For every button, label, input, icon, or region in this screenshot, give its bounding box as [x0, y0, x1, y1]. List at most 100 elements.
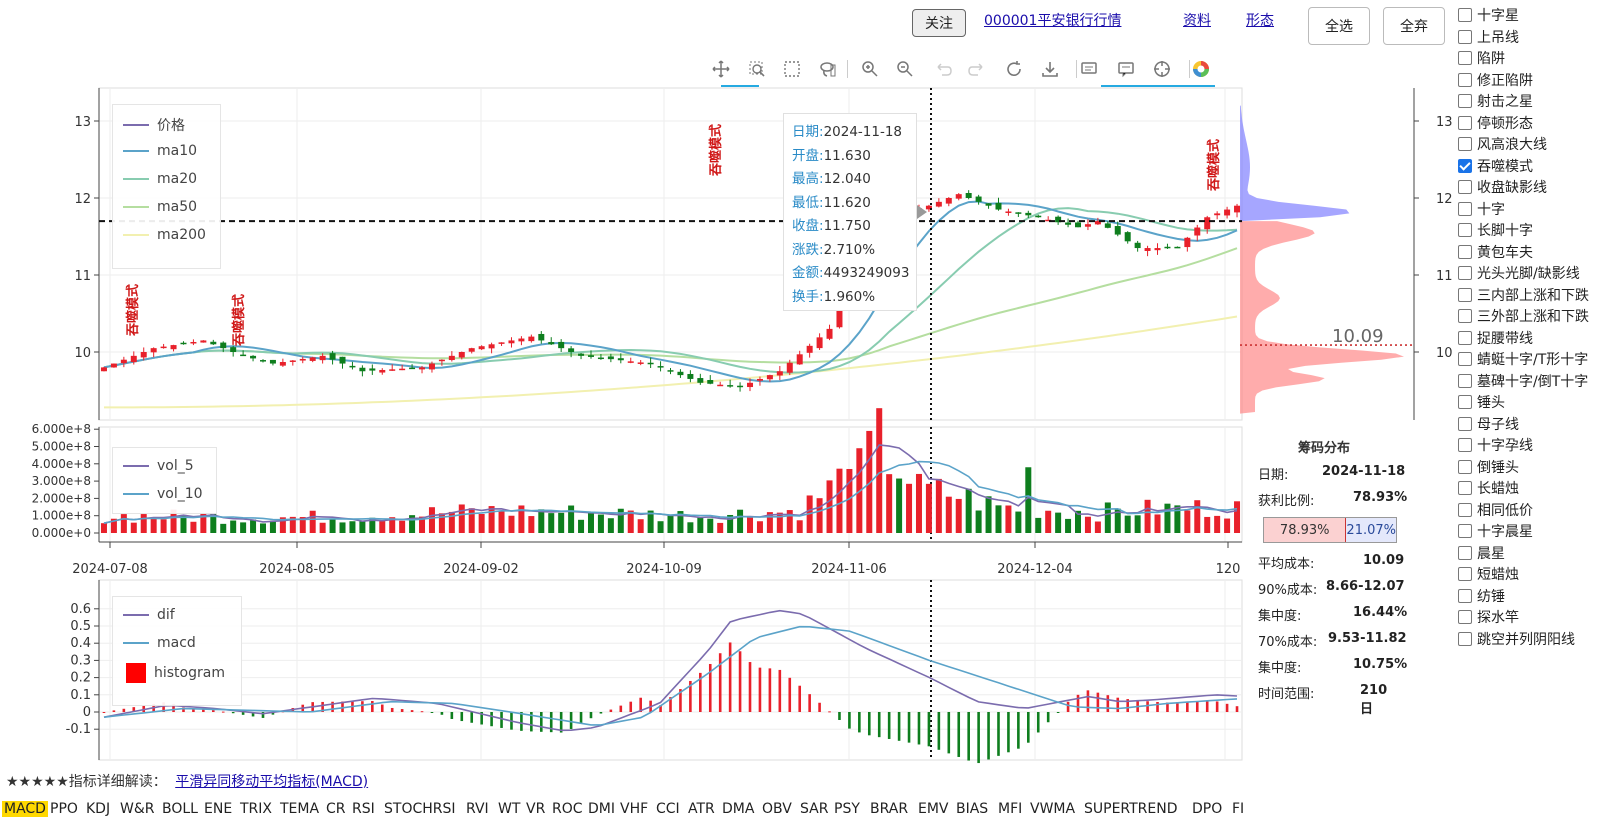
box-zoom-icon[interactable] — [746, 58, 768, 80]
pattern-checkbox-row[interactable]: 纺锤 — [1458, 586, 1505, 606]
box-select-icon[interactable] — [781, 58, 803, 80]
legend-item[interactable]: ma10 — [123, 143, 197, 159]
indicator-tab-stochrsi[interactable]: STOCHRSI — [384, 801, 456, 817]
pattern-checkbox[interactable] — [1458, 287, 1472, 302]
pattern-checkbox[interactable] — [1458, 438, 1472, 452]
pattern-checkbox[interactable] — [1458, 502, 1472, 517]
charts-canvas[interactable]: 13 13 12 12 11 11 10 10 6.000e+8 5.000e+8 4.000e+8… — [0, 0, 1605, 800]
indicator-tab-trix[interactable]: TRIX — [240, 801, 272, 817]
hover2-icon[interactable] — [1115, 58, 1137, 80]
pattern-checkbox-row[interactable]: 墓碑十字/倒T十字 — [1458, 371, 1588, 391]
pattern-checkbox[interactable] — [1458, 352, 1472, 366]
pattern-checkbox[interactable] — [1458, 244, 1472, 259]
pattern-checkbox-row[interactable]: 黄包车夫 — [1458, 242, 1533, 262]
indicator-tab-emv[interactable]: EMV — [918, 801, 949, 817]
indicator-tab-sar[interactable]: SAR — [800, 801, 829, 817]
pattern-checkbox[interactable] — [1458, 72, 1472, 87]
indicator-tab-vhf[interactable]: VHF — [620, 801, 649, 817]
pattern-checkbox[interactable] — [1458, 481, 1472, 495]
pattern-checkbox[interactable] — [1458, 115, 1472, 130]
pattern-checkbox-row[interactable]: 修正陷阱 — [1458, 70, 1533, 90]
legend-item[interactable]: ma50 — [123, 199, 197, 215]
indicator-tab-kdj[interactable]: KDJ — [86, 801, 111, 817]
pattern-checkbox-row[interactable]: 长蜡烛 — [1458, 478, 1519, 498]
indicator-tab-vr[interactable]: VR — [526, 801, 546, 817]
indicator-tab-brar[interactable]: BRAR — [870, 801, 909, 817]
pattern-checkbox[interactable] — [1458, 459, 1472, 474]
legend-item[interactable]: ma200 — [123, 227, 206, 243]
indicator-tab-fi[interactable]: FI — [1232, 801, 1245, 817]
pattern-checkbox-row[interactable]: 跳空并列阴阳线 — [1458, 629, 1575, 649]
pattern-checkbox[interactable] — [1458, 51, 1472, 65]
pattern-checkbox[interactable] — [1458, 524, 1472, 538]
zoom-in-icon[interactable] — [859, 58, 881, 80]
pattern-checkbox-row[interactable]: 短蜡烛 — [1458, 564, 1519, 584]
reset-icon[interactable] — [1003, 58, 1025, 80]
select-all-button[interactable]: 全选 — [1308, 7, 1370, 45]
pattern-checkbox-row[interactable]: 长脚十字 — [1458, 220, 1533, 240]
pattern-checkbox[interactable] — [1458, 94, 1472, 108]
indicator-tab-obv[interactable]: OBV — [762, 801, 792, 817]
indicator-tab-mfi[interactable]: MFI — [998, 801, 1023, 817]
pattern-checkbox[interactable] — [1458, 545, 1472, 560]
pattern-checkbox-row[interactable]: 光头光脚/缺影线 — [1458, 263, 1580, 283]
indicator-tab-rsi[interactable]: RSI — [352, 801, 375, 817]
lasso-icon[interactable] — [817, 58, 839, 80]
undo-icon[interactable] — [932, 58, 954, 80]
indicator-tab-cci[interactable]: CCI — [656, 801, 680, 817]
pattern-checkbox-row[interactable]: 吞噬模式 — [1458, 156, 1533, 176]
indicator-tab-roc[interactable]: ROC — [552, 801, 583, 817]
pattern-checkbox[interactable] — [1458, 8, 1472, 22]
pattern-checkbox-row[interactable]: 陷阱 — [1458, 48, 1505, 68]
macd-detail-link[interactable]: 平滑异同移动平均指标(MACD) — [175, 774, 369, 790]
pattern-checkbox-row[interactable]: 晨星 — [1458, 543, 1505, 563]
save-icon[interactable] — [1039, 58, 1061, 80]
legend-item[interactable]: 价格 — [123, 115, 185, 135]
crosshair-icon[interactable] — [1151, 58, 1173, 80]
indicator-tab-dma[interactable]: DMA — [722, 801, 755, 817]
pattern-link[interactable]: 形态 — [1246, 13, 1274, 29]
pattern-checkbox-row[interactable]: 捉腰带线 — [1458, 328, 1533, 348]
indicator-tab-macd[interactable]: MACD — [2, 801, 48, 817]
indicator-tab-bias[interactable]: BIAS — [956, 801, 989, 817]
pattern-checkbox-row[interactable]: 倒锤头 — [1458, 457, 1519, 477]
bokeh-logo-icon[interactable] — [1190, 58, 1212, 80]
pattern-checkbox-row[interactable]: 停顿形态 — [1458, 113, 1533, 133]
pattern-checkbox-row[interactable]: 十字 — [1458, 199, 1505, 219]
pattern-checkbox[interactable] — [1458, 588, 1472, 603]
pattern-checkbox-row[interactable]: 探水竿 — [1458, 607, 1519, 627]
pattern-checkbox[interactable] — [1458, 266, 1472, 280]
indicator-tab-dpo[interactable]: DPO — [1192, 801, 1223, 817]
indicator-tab-dmi[interactable]: DMI — [588, 801, 615, 817]
indicator-tab-vwma[interactable]: VWMA — [1030, 801, 1076, 817]
legend-item[interactable]: histogram — [123, 663, 225, 683]
pattern-checkbox[interactable] — [1458, 395, 1472, 409]
pattern-checkbox[interactable] — [1458, 137, 1472, 151]
pattern-checkbox[interactable] — [1458, 330, 1472, 345]
pattern-checkbox-row[interactable]: 十字星 — [1458, 5, 1519, 25]
indicator-tab-rvi[interactable]: RVI — [466, 801, 489, 817]
pattern-checkbox[interactable] — [1458, 223, 1472, 237]
pan-icon[interactable] — [710, 58, 732, 80]
indicator-tab-psy[interactable]: PSY — [834, 801, 860, 817]
indicator-tab-boll[interactable]: BOLL — [162, 801, 198, 817]
indicator-tab-tema[interactable]: TEMA — [280, 801, 320, 817]
indicator-tab-ene[interactable]: ENE — [204, 801, 233, 817]
pattern-checkbox[interactable] — [1458, 416, 1472, 431]
pattern-checkbox-row[interactable]: 三外部上涨和下跌 — [1458, 306, 1589, 326]
pattern-checkbox[interactable] — [1458, 29, 1472, 44]
pattern-checkbox[interactable] — [1458, 610, 1472, 624]
pattern-checkbox-row[interactable]: 蜻蜓十字/T形十字 — [1458, 349, 1588, 369]
follow-button[interactable]: 关注 — [912, 9, 966, 37]
legend-item[interactable]: dif — [123, 607, 175, 623]
pattern-checkbox-row[interactable]: 锤头 — [1458, 392, 1505, 412]
pattern-checkbox-row[interactable]: 相同低价 — [1458, 500, 1533, 520]
legend-item[interactable]: vol_10 — [123, 486, 203, 502]
redo-icon[interactable] — [966, 58, 988, 80]
zoom-out-icon[interactable] — [894, 58, 916, 80]
pattern-checkbox[interactable] — [1458, 373, 1472, 388]
pattern-checkbox-row[interactable]: 收盘缺影线 — [1458, 177, 1547, 197]
pattern-checkbox[interactable] — [1458, 158, 1472, 173]
pattern-checkbox-row[interactable]: 射击之星 — [1458, 91, 1533, 111]
indicator-tab-cr[interactable]: CR — [326, 801, 346, 817]
